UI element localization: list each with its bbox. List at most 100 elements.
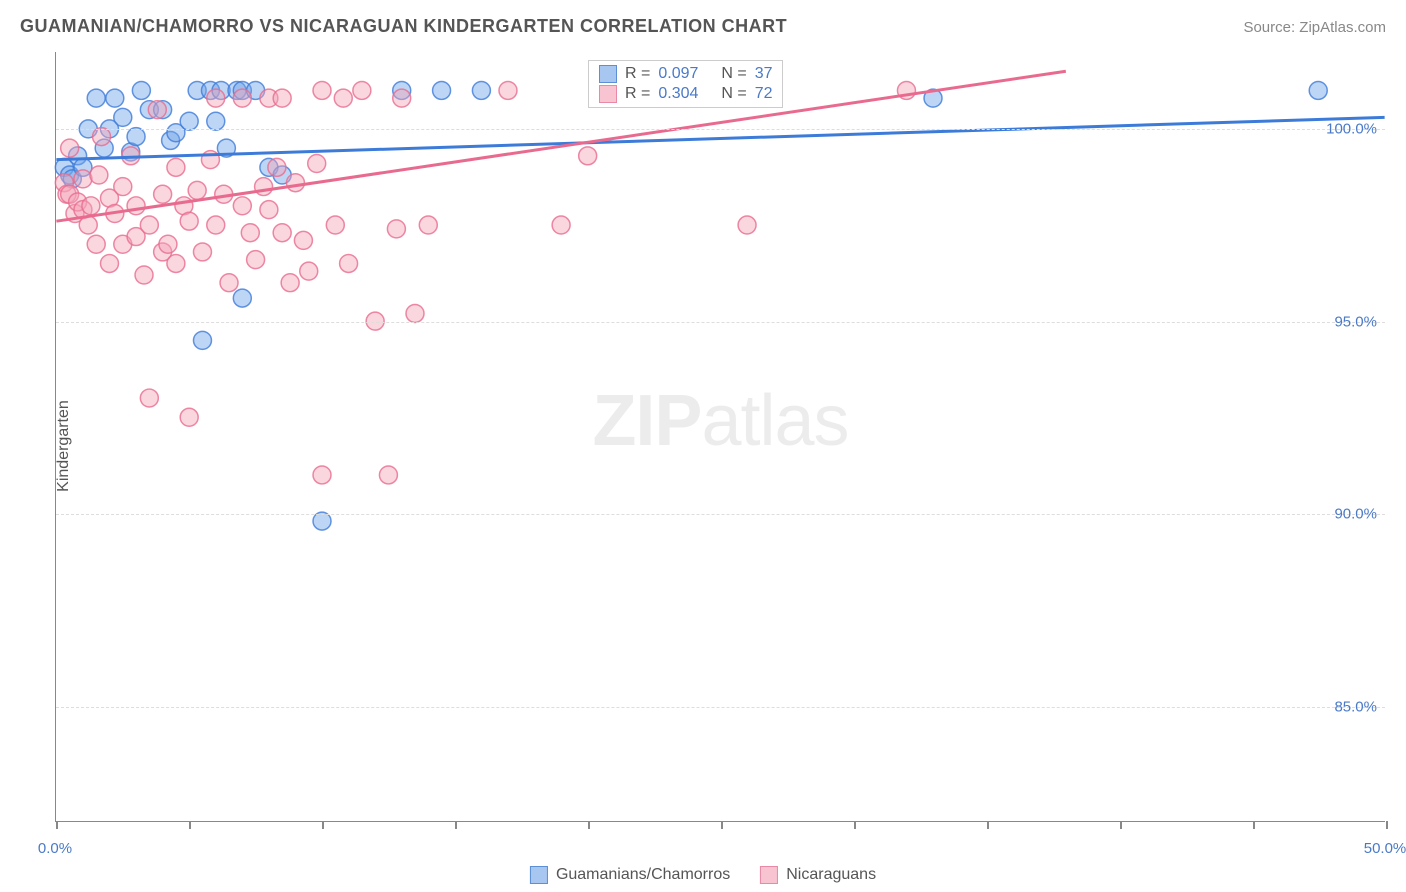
scatter-point [308, 155, 326, 173]
scatter-point [313, 466, 331, 484]
x-tick [455, 821, 457, 829]
scatter-point [326, 216, 344, 234]
scatter-point [433, 81, 451, 99]
legend-swatch [530, 866, 548, 884]
scatter-point [281, 274, 299, 292]
x-tick [987, 821, 989, 829]
scatter-point [286, 174, 304, 192]
x-tick [56, 821, 58, 829]
stats-n-label: N = [721, 65, 746, 83]
scatter-point [241, 224, 259, 242]
x-tick-label: 50.0% [1364, 840, 1406, 857]
stats-box: R =0.097N =37R =0.304N =72 [588, 60, 783, 108]
scatter-point [193, 331, 211, 349]
scatter-point [127, 128, 145, 146]
scatter-point [499, 81, 517, 99]
scatter-point [135, 266, 153, 284]
x-tick [189, 821, 191, 829]
scatter-point [313, 81, 331, 99]
scatter-point [220, 274, 238, 292]
legend-bottom: Guamanians/Chamorros Nicaraguans [530, 866, 876, 884]
scatter-point [273, 224, 291, 242]
scatter-point [61, 139, 79, 157]
legend-label: Nicaraguans [786, 866, 876, 884]
stats-swatch [599, 65, 617, 83]
scatter-point [273, 89, 291, 107]
stats-r-value: 0.097 [658, 65, 713, 83]
stats-r-label: R = [625, 65, 650, 83]
scatter-point [340, 254, 358, 272]
scatter-point [140, 216, 158, 234]
scatter-point [419, 216, 437, 234]
gridline-y [56, 514, 1385, 515]
stats-r-value: 0.304 [658, 85, 713, 103]
scatter-point [233, 89, 251, 107]
y-tick-label: 95.0% [1334, 313, 1377, 330]
x-tick-label: 0.0% [38, 840, 72, 857]
scatter-point [300, 262, 318, 280]
chart-title: GUAMANIAN/CHAMORRO VS NICARAGUAN KINDERG… [20, 16, 787, 37]
scatter-point [180, 112, 198, 130]
scatter-point [87, 235, 105, 253]
scatter-point [233, 289, 251, 307]
scatter-point [247, 251, 265, 269]
scatter-point [154, 185, 172, 203]
stats-r-label: R = [625, 85, 650, 103]
stats-swatch [599, 85, 617, 103]
scatter-point [106, 89, 124, 107]
scatter-point [188, 181, 206, 199]
x-tick [854, 821, 856, 829]
legend-label: Guamanians/Chamorros [556, 866, 730, 884]
scatter-point [114, 108, 132, 126]
scatter-point [1309, 81, 1327, 99]
stats-row: R = 0.097 N = 37 [599, 65, 772, 83]
scatter-point [379, 466, 397, 484]
scatter-point [132, 81, 150, 99]
x-tick [1120, 821, 1122, 829]
stats-row: R =0.304N =72 [599, 85, 772, 103]
scatter-point [552, 216, 570, 234]
gridline-y [56, 322, 1385, 323]
x-tick [322, 821, 324, 829]
stats-n-value: 37 [755, 65, 773, 83]
scatter-point [167, 158, 185, 176]
legend-item: Guamanians/Chamorros [530, 866, 730, 884]
scatter-point [207, 216, 225, 234]
scatter-point [101, 254, 119, 272]
scatter-point [90, 166, 108, 184]
legend-swatch [760, 866, 778, 884]
scatter-point [127, 197, 145, 215]
source-label: Source: ZipAtlas.com [1243, 19, 1386, 36]
y-tick-label: 85.0% [1334, 698, 1377, 715]
scatter-point [738, 216, 756, 234]
x-tick [1253, 821, 1255, 829]
stats-n-value: 72 [755, 85, 773, 103]
scatter-point [233, 197, 251, 215]
scatter-point [82, 197, 100, 215]
scatter-point [207, 89, 225, 107]
scatter-point [255, 178, 273, 196]
scatter-point [74, 170, 92, 188]
scatter-point [406, 304, 424, 322]
scatter-point [207, 112, 225, 130]
y-tick-label: 100.0% [1326, 121, 1377, 138]
scatter-point [579, 147, 597, 165]
gridline-y [56, 129, 1385, 130]
scatter-point [260, 201, 278, 219]
scatter-point [472, 81, 490, 99]
scatter-point [268, 158, 286, 176]
x-tick [1386, 821, 1388, 829]
header: GUAMANIAN/CHAMORRO VS NICARAGUAN KINDERG… [20, 16, 1386, 37]
scatter-point [148, 101, 166, 119]
scatter-point [87, 89, 105, 107]
scatter-point [393, 89, 411, 107]
y-tick-label: 90.0% [1334, 506, 1377, 523]
scatter-point [159, 235, 177, 253]
gridline-y [56, 707, 1385, 708]
scatter-point [353, 81, 371, 99]
legend-item: Nicaraguans [760, 866, 876, 884]
scatter-point [114, 178, 132, 196]
scatter-point [93, 128, 111, 146]
scatter-point [140, 389, 158, 407]
plot-area: ZIPatlas 85.0%90.0%95.0%100.0%R =0.097N … [55, 52, 1385, 822]
